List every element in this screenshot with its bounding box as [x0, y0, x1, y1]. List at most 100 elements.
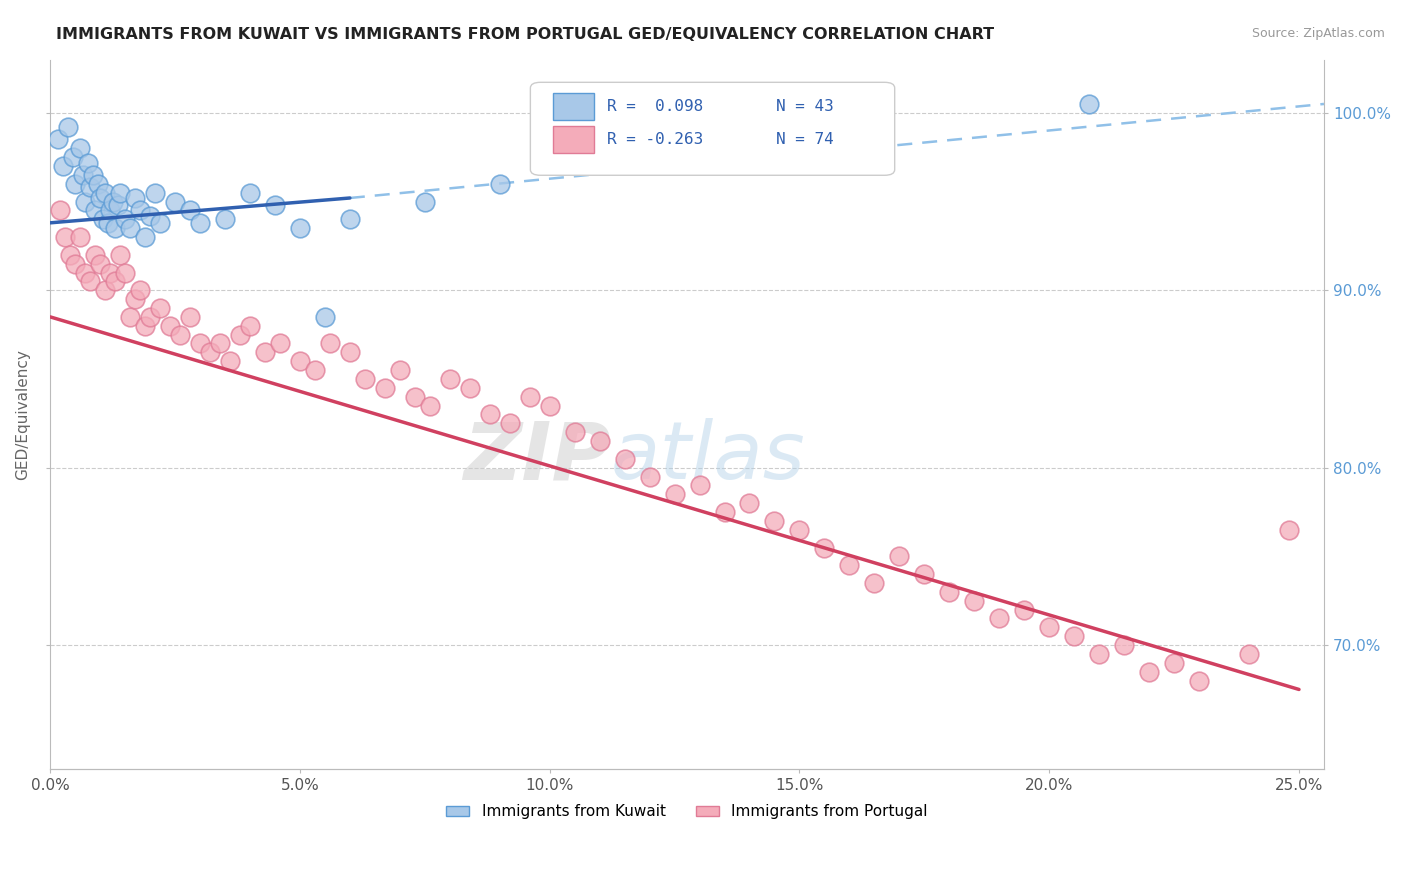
Point	[63, 257, 86, 271]
Point	[169, 327, 191, 342]
Point	[104, 221, 127, 235]
Point	[120, 310, 142, 324]
Point	[76, 155, 98, 169]
Point	[114, 266, 136, 280]
Point	[188, 216, 211, 230]
Point	[519, 390, 541, 404]
Point	[52, 159, 75, 173]
Point	[75, 266, 97, 280]
Point	[114, 212, 136, 227]
Point	[413, 194, 436, 209]
Point	[458, 381, 481, 395]
Text: R =  0.098: R = 0.098	[607, 99, 703, 114]
Point	[143, 186, 166, 200]
Text: R = -0.263: R = -0.263	[607, 132, 703, 147]
Point	[101, 194, 124, 209]
Point	[98, 203, 121, 218]
Point	[789, 523, 811, 537]
Point	[91, 212, 114, 227]
Point	[353, 372, 375, 386]
Point	[314, 310, 336, 324]
Y-axis label: GED/Equivalency: GED/Equivalency	[15, 349, 30, 480]
Point	[288, 354, 311, 368]
Point	[339, 212, 361, 227]
Point	[738, 496, 761, 510]
Point	[134, 318, 156, 333]
Point	[108, 248, 131, 262]
Point	[564, 425, 586, 440]
Point	[149, 216, 172, 230]
Point	[179, 203, 201, 218]
Point	[538, 399, 561, 413]
Point	[159, 318, 181, 333]
Point	[82, 168, 104, 182]
Point	[1188, 673, 1211, 688]
Point	[388, 363, 411, 377]
Point	[374, 381, 396, 395]
Point	[1078, 97, 1101, 112]
Point	[97, 216, 120, 230]
Point	[214, 212, 236, 227]
Point	[198, 345, 221, 359]
Point	[478, 408, 501, 422]
Point	[94, 283, 117, 297]
Point	[1012, 602, 1035, 616]
Point	[49, 203, 72, 218]
Legend: Immigrants from Kuwait, Immigrants from Portugal: Immigrants from Kuwait, Immigrants from …	[440, 798, 934, 825]
Point	[104, 274, 127, 288]
Point	[229, 327, 252, 342]
Point	[62, 150, 84, 164]
Point	[838, 558, 860, 573]
Point	[107, 198, 129, 212]
Point	[439, 372, 461, 386]
Point	[72, 168, 94, 182]
Point	[124, 292, 146, 306]
Point	[269, 336, 291, 351]
Point	[638, 469, 661, 483]
Point	[129, 283, 152, 297]
Point	[89, 191, 111, 205]
Point	[89, 257, 111, 271]
Point	[69, 230, 91, 244]
Point	[912, 567, 935, 582]
Point	[938, 585, 960, 599]
Text: Source: ZipAtlas.com: Source: ZipAtlas.com	[1251, 27, 1385, 40]
Point	[1088, 647, 1111, 661]
Point	[404, 390, 426, 404]
Point	[59, 248, 82, 262]
Point	[75, 194, 97, 209]
FancyBboxPatch shape	[530, 82, 894, 176]
Text: IMMIGRANTS FROM KUWAIT VS IMMIGRANTS FROM PORTUGAL GED/EQUIVALENCY CORRELATION C: IMMIGRANTS FROM KUWAIT VS IMMIGRANTS FRO…	[56, 27, 994, 42]
Point	[763, 514, 786, 528]
Point	[588, 434, 610, 448]
Point	[208, 336, 231, 351]
Point	[813, 541, 835, 555]
Point	[304, 363, 326, 377]
Point	[1237, 647, 1260, 661]
Point	[139, 310, 162, 324]
Point	[1038, 620, 1060, 634]
Point	[664, 150, 686, 164]
Point	[239, 186, 262, 200]
Point	[264, 198, 287, 212]
Point	[488, 177, 510, 191]
Text: ZIP: ZIP	[463, 418, 610, 496]
Point	[86, 177, 108, 191]
Point	[120, 221, 142, 235]
Point	[288, 221, 311, 235]
Point	[963, 593, 986, 607]
Point	[163, 194, 186, 209]
FancyBboxPatch shape	[554, 93, 595, 120]
Point	[79, 274, 101, 288]
Point	[98, 266, 121, 280]
Point	[149, 301, 172, 315]
Point	[124, 191, 146, 205]
Point	[84, 248, 107, 262]
Point	[63, 177, 86, 191]
Text: N = 74: N = 74	[776, 132, 834, 147]
Point	[1163, 656, 1185, 670]
FancyBboxPatch shape	[554, 127, 595, 153]
Point	[1137, 665, 1160, 679]
Point	[53, 230, 76, 244]
Point	[319, 336, 342, 351]
